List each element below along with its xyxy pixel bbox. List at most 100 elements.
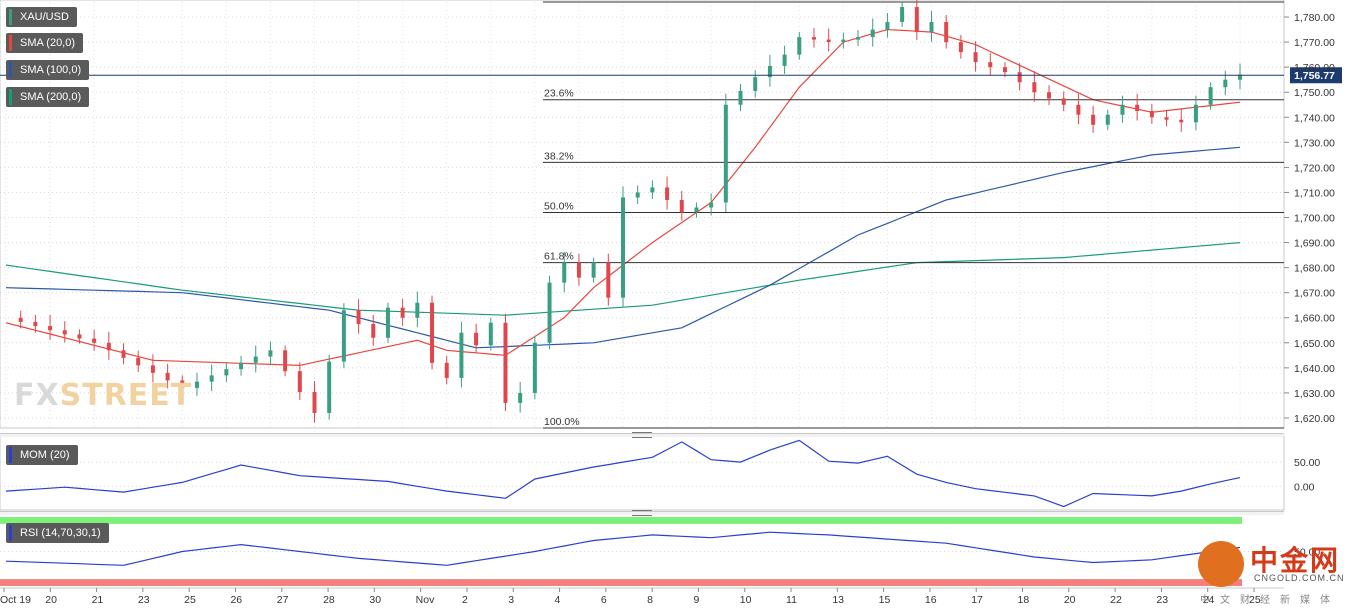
candle-body (885, 22, 890, 30)
candle-body (944, 22, 949, 43)
logo-domain-text: CNGOLD.COM.CN (1254, 573, 1345, 583)
fib-level-label: 61.8% (544, 251, 574, 263)
candle-body (988, 62, 993, 68)
candle-body (77, 334, 82, 339)
candle-body (606, 262, 611, 298)
time-tick-label: 11 (786, 594, 797, 606)
candle-body (1002, 67, 1007, 73)
candlesticks (18, 0, 1242, 423)
price-tick-label: 1,680.00 (1294, 263, 1335, 275)
candle-body (180, 380, 185, 388)
candle-body (1238, 74, 1242, 80)
candle-body (973, 52, 978, 63)
price-tick-label: 1,730.00 (1294, 137, 1335, 149)
mom-tick-label: 50.00 (1294, 457, 1320, 469)
sma-100-path (5, 146, 1241, 349)
candle-body (297, 371, 302, 393)
price-tick-label: 1,760.00 (1294, 62, 1335, 74)
candle-body (165, 372, 170, 381)
resize-handle[interactable] (632, 510, 652, 516)
candle-body (268, 350, 273, 357)
candle-body (958, 42, 963, 53)
candle-body (1047, 92, 1052, 99)
time-tick-label: 16 (925, 594, 937, 606)
time-tick-label: Nov (416, 594, 435, 606)
candle-body (341, 310, 346, 362)
candle-body (48, 326, 53, 331)
candle-body (1032, 82, 1037, 93)
candle-body (518, 392, 523, 403)
rsi-tick-label: 50.00 (1294, 547, 1320, 559)
candle-body (1149, 111, 1154, 118)
last-price-marker: 1,756.77 (0, 67, 1342, 84)
candle-body (929, 22, 934, 33)
candle-body (150, 365, 155, 373)
mom-legend[interactable]: MOM (20) (6, 445, 78, 465)
candle-body (1017, 72, 1022, 83)
time-tick-label: 18 (1018, 594, 1030, 606)
price-tick-label: 1,710.00 (1294, 187, 1335, 199)
candle-body (224, 369, 229, 376)
sma20-legend[interactable]: SMA (20,0) (6, 33, 84, 53)
candle-body (679, 199, 684, 213)
candle-body (136, 357, 141, 366)
candle-body (709, 202, 714, 208)
sma100-legend[interactable]: SMA (100,0) (6, 60, 90, 80)
price-tick-label: 1,720.00 (1294, 162, 1335, 174)
price-tick-label: 1,670.00 (1294, 288, 1335, 300)
sma200-legend[interactable]: SMA (200,0) (6, 87, 90, 107)
time-tick-label: 22 (1110, 594, 1122, 606)
time-tick-label: 17 (971, 594, 983, 606)
candle-body (547, 282, 552, 343)
candle-body (900, 7, 905, 23)
symbol-legend[interactable]: XAU/USD (6, 7, 77, 27)
resize-handle[interactable] (632, 432, 652, 438)
candle-body (753, 77, 758, 91)
rsi-legend[interactable]: RSI (14,70,30,1) (6, 523, 109, 543)
time-tick-label: 15 (879, 594, 891, 606)
candle-body (371, 324, 376, 338)
rsi-oversold-band (0, 579, 1242, 586)
price-tick-label: 1,770.00 (1294, 37, 1335, 49)
candle-body (503, 322, 508, 403)
time-tick-label: 13 (832, 594, 844, 606)
time-tick-label: 25 (1249, 594, 1261, 606)
candle-body (723, 104, 728, 203)
candle-body (1120, 104, 1125, 115)
candle-body (488, 322, 493, 346)
time-tick-label: 23 (1156, 594, 1168, 606)
candle-body (400, 307, 405, 318)
candle-body (239, 362, 244, 370)
candle-body (415, 302, 420, 318)
candle-body (33, 321, 38, 327)
logo-chinese-text: 中金网 (1250, 544, 1341, 577)
candle-body (870, 29, 875, 38)
time-tick-label: 24 (1203, 594, 1215, 606)
candle-body (194, 381, 199, 388)
candle-body (1223, 79, 1228, 88)
panel-divider[interactable] (0, 433, 1284, 437)
price-tick-label: 1,620.00 (1294, 413, 1335, 425)
candle-body (665, 187, 670, 200)
rsi-panel: 50.00 (0, 517, 1320, 586)
time-tick-label: 3 (508, 594, 514, 606)
time-tick-label: 26 (230, 594, 242, 606)
candle-body (914, 7, 919, 33)
candle-body (738, 90, 743, 105)
candle-body (1179, 119, 1184, 123)
panel-divider[interactable] (0, 511, 1284, 515)
candle-body (1076, 104, 1081, 115)
fib-level-label: 23.6% (544, 88, 574, 100)
candle-body (356, 310, 361, 325)
candle-body (1105, 114, 1110, 125)
candle-body (856, 37, 861, 40)
candle-body (106, 342, 111, 351)
time-tick-label: 23 (138, 594, 150, 606)
candle-body (576, 262, 581, 278)
candle-body (621, 197, 625, 298)
fib-level-label: 50.0% (544, 200, 574, 212)
time-tick-label: 8 (647, 594, 653, 606)
price-tick-label: 1,700.00 (1294, 213, 1335, 225)
time-tick-label: 21 (92, 594, 104, 606)
